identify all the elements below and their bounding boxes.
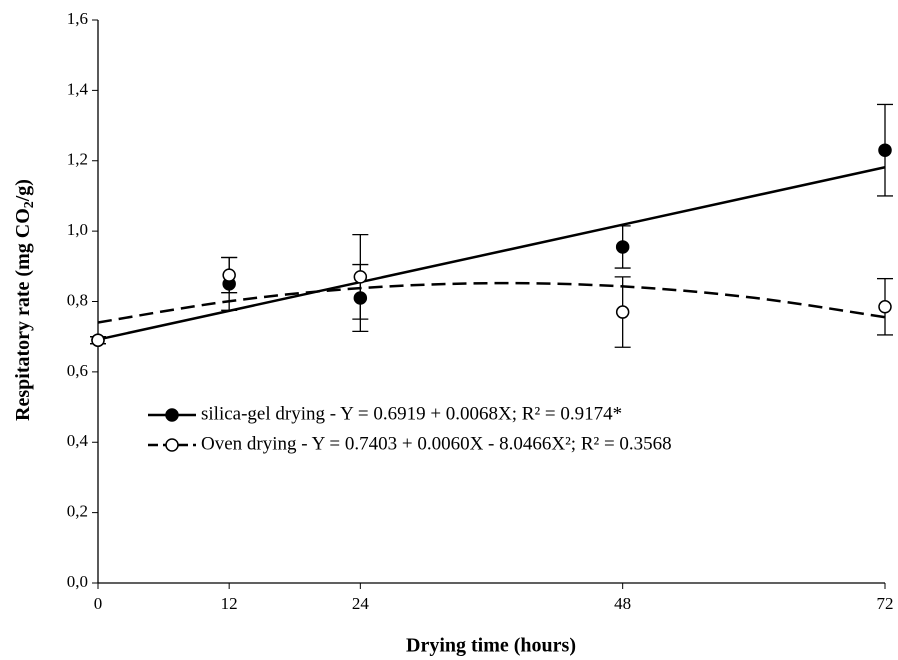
x-tick-label: 72 xyxy=(877,594,894,613)
y-axis-label-part: /g) xyxy=(12,179,34,202)
legend-marker xyxy=(165,438,179,452)
y-tick-label: 0,4 xyxy=(67,431,89,450)
point xyxy=(878,143,892,157)
y-tick-label: 1,6 xyxy=(67,9,88,28)
legend-label: Oven drying - Y = 0.7403 + 0.0060X - 8.0… xyxy=(201,433,672,454)
x-axis-label: Drying time (hours) xyxy=(406,635,576,657)
x-tick-label: 12 xyxy=(221,594,238,613)
y-axis-label-part: Respitatory rate (mg CO xyxy=(12,208,34,421)
y-tick-label: 1,0 xyxy=(67,220,88,239)
point xyxy=(615,240,630,254)
y-tick-label: 0,0 xyxy=(67,572,88,591)
point xyxy=(615,305,630,319)
x-tick-label: 24 xyxy=(352,594,370,613)
y-tick-label: 0,2 xyxy=(67,502,88,521)
y-tick-label: 0,6 xyxy=(67,361,88,380)
y-axis-label: Respitatory rate (mg CO2/g) xyxy=(12,179,38,421)
y-tick-label: 1,2 xyxy=(67,150,88,169)
x-tick-label: 0 xyxy=(94,594,103,613)
fit-line xyxy=(97,281,886,324)
legend-label: silica-gel drying - Y = 0.6919 + 0.0068X… xyxy=(201,403,622,424)
y-tick-label: 0,8 xyxy=(67,290,88,309)
fit-line xyxy=(97,166,886,341)
point xyxy=(878,300,892,314)
x-tick-label: 48 xyxy=(614,594,631,613)
point xyxy=(353,270,368,284)
y-tick-label: 1,4 xyxy=(67,79,89,98)
point xyxy=(222,268,236,282)
y-axis-label-subscript: 2 xyxy=(22,201,37,208)
point xyxy=(91,333,105,347)
legend-marker xyxy=(165,408,179,422)
